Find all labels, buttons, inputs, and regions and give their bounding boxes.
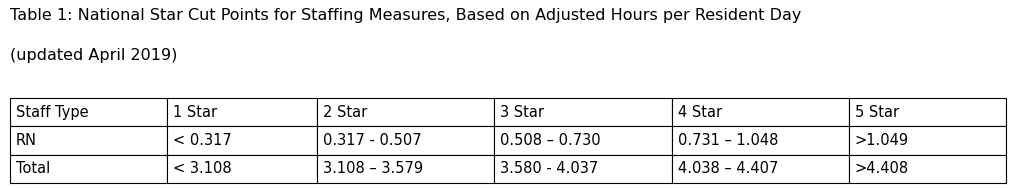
Bar — [495, 126, 672, 155]
Bar — [849, 98, 1006, 126]
Bar — [317, 155, 495, 183]
Text: 3.108 – 3.579: 3.108 – 3.579 — [323, 161, 423, 176]
Text: 3.580 - 4.037: 3.580 - 4.037 — [500, 161, 598, 176]
Bar — [672, 126, 849, 155]
Text: < 0.317: < 0.317 — [173, 133, 232, 148]
Bar — [495, 98, 672, 126]
Bar — [10, 98, 167, 126]
Text: 0.508 – 0.730: 0.508 – 0.730 — [500, 133, 600, 148]
Bar — [317, 98, 495, 126]
Text: 3 Star: 3 Star — [500, 105, 545, 120]
Text: 0.317 - 0.507: 0.317 - 0.507 — [323, 133, 422, 148]
Bar — [672, 155, 849, 183]
Text: (updated April 2019): (updated April 2019) — [10, 48, 178, 63]
Bar — [317, 126, 495, 155]
Text: Total: Total — [16, 161, 50, 176]
Bar — [849, 155, 1006, 183]
Text: >1.049: >1.049 — [854, 133, 909, 148]
Text: 5 Star: 5 Star — [854, 105, 899, 120]
Text: Table 1: National Star Cut Points for Staffing Measures, Based on Adjusted Hours: Table 1: National Star Cut Points for St… — [10, 8, 802, 23]
Text: 4 Star: 4 Star — [678, 105, 721, 120]
Text: RN: RN — [16, 133, 37, 148]
Text: 1 Star: 1 Star — [173, 105, 217, 120]
Bar — [10, 126, 167, 155]
Text: Staff Type: Staff Type — [16, 105, 88, 120]
Bar — [849, 126, 1006, 155]
Bar — [672, 98, 849, 126]
Text: < 3.108: < 3.108 — [173, 161, 232, 176]
Bar — [167, 98, 317, 126]
Bar — [10, 155, 167, 183]
Bar — [167, 155, 317, 183]
Text: 2 Star: 2 Star — [323, 105, 367, 120]
Bar — [495, 155, 672, 183]
Text: 0.731 – 1.048: 0.731 – 1.048 — [678, 133, 778, 148]
Text: >4.408: >4.408 — [854, 161, 909, 176]
Bar — [167, 126, 317, 155]
Text: 4.038 – 4.407: 4.038 – 4.407 — [678, 161, 778, 176]
